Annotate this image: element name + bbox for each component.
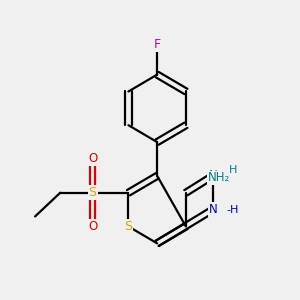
Text: O: O [88,152,97,166]
Text: F: F [154,38,161,51]
Text: -H: -H [226,205,239,214]
Text: H: H [228,166,237,176]
Text: NH₂: NH₂ [208,171,230,184]
Text: N: N [208,203,217,216]
Text: O: O [88,220,97,233]
Text: S: S [88,186,97,199]
Text: N: N [208,169,217,182]
Text: S: S [124,220,133,233]
